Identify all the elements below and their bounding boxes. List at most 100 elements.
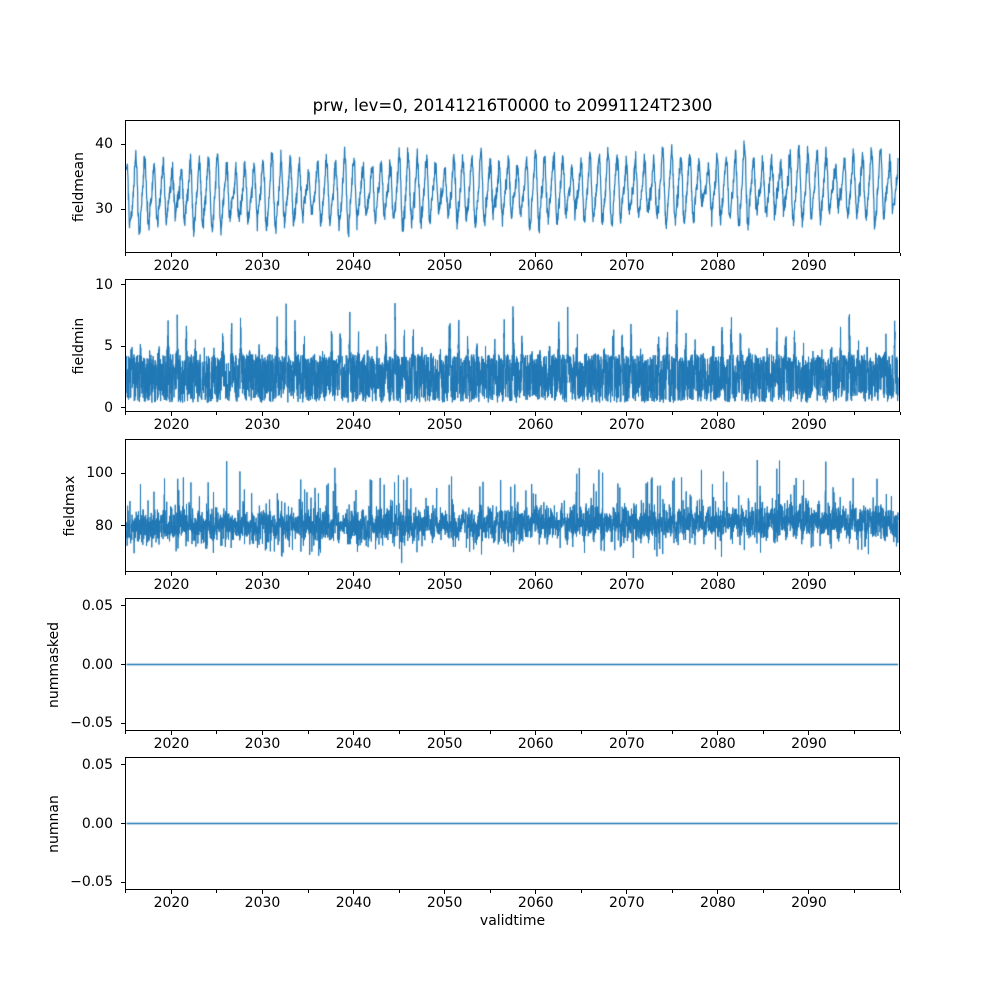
x-major-tick <box>717 412 719 416</box>
x-tick-label: 2060 <box>517 577 554 593</box>
x-minor-tick <box>216 253 218 256</box>
y-tick-label: 0 <box>104 399 113 416</box>
x-minor-tick <box>307 731 309 734</box>
x-tick-label: 2040 <box>335 417 372 433</box>
x-major-tick <box>262 412 263 416</box>
x-minor-tick <box>762 572 764 575</box>
y-tick <box>121 345 125 347</box>
x-major-tick <box>717 890 719 894</box>
fieldmax-line <box>126 440 899 571</box>
x-tick-label: 2030 <box>244 577 281 593</box>
x-major-tick <box>717 572 719 576</box>
x-major-tick <box>262 572 263 576</box>
x-minor-tick <box>899 253 901 256</box>
x-major-tick <box>717 253 719 257</box>
x-minor-tick <box>853 731 855 734</box>
x-major-tick <box>808 572 810 576</box>
x-minor-tick <box>125 412 127 415</box>
x-major-tick <box>626 412 628 416</box>
x-tick-label: 2090 <box>791 417 827 433</box>
x-major-tick <box>353 890 355 894</box>
y-tick <box>121 143 125 145</box>
x-minor-tick <box>853 253 855 256</box>
x-major-tick <box>535 412 537 416</box>
x-minor-tick <box>125 890 127 893</box>
y-tick <box>121 664 125 665</box>
x-minor-tick <box>125 731 127 734</box>
x-major-tick <box>626 253 628 257</box>
axes-nummasked <box>125 598 900 731</box>
x-major-tick <box>444 253 446 257</box>
x-major-tick <box>535 890 537 894</box>
x-tick-label: 2080 <box>700 736 736 752</box>
x-tick-label: 2020 <box>153 736 190 752</box>
x-tick-label: 2080 <box>700 258 736 274</box>
x-tick-label: 2050 <box>426 417 463 433</box>
x-major-tick <box>626 731 628 735</box>
x-tick-label: 2090 <box>791 736 827 752</box>
x-tick-label: 2040 <box>335 258 372 274</box>
x-major-tick <box>626 890 628 894</box>
x-major-tick <box>170 253 172 257</box>
y-tick-label: 5 <box>104 338 113 355</box>
plot-title: prw, lev=0, 20141216T0000 to 20991124T23… <box>312 96 713 115</box>
x-tick-label: 2090 <box>791 577 827 593</box>
x-minor-tick <box>307 572 309 575</box>
x-tick-label: 2070 <box>608 417 645 433</box>
fieldmean-line <box>126 121 899 252</box>
x-tick-label: 2020 <box>153 417 190 433</box>
x-axis-title: validtime <box>479 913 546 929</box>
x-minor-tick <box>398 412 400 415</box>
y-tick-label: 80 <box>95 517 113 534</box>
x-minor-tick <box>899 731 901 734</box>
x-major-tick <box>535 253 537 257</box>
x-major-tick <box>535 731 537 735</box>
fieldmin-line <box>126 280 899 411</box>
y-tick-label: 0.00 <box>81 815 113 832</box>
x-tick-label: 2050 <box>426 577 463 593</box>
x-tick-label: 2040 <box>335 736 372 752</box>
x-major-tick <box>808 412 810 416</box>
y-tick-label: 0.05 <box>81 756 113 773</box>
x-major-tick <box>808 253 810 257</box>
x-minor-tick <box>489 253 491 256</box>
x-tick-label: 2020 <box>153 895 190 911</box>
x-major-tick <box>444 412 446 416</box>
x-tick-label: 2080 <box>700 577 736 593</box>
x-minor-tick <box>853 890 855 893</box>
x-minor-tick <box>489 731 491 734</box>
y-tick-label: 100 <box>86 465 113 482</box>
x-minor-tick <box>762 890 764 893</box>
axes-fieldmin <box>125 279 900 412</box>
x-minor-tick <box>671 890 673 893</box>
x-minor-tick <box>398 572 400 575</box>
y-tick <box>121 722 125 724</box>
x-tick-label: 2080 <box>700 417 736 433</box>
axes-fieldmax <box>125 439 900 572</box>
y-tick <box>121 764 125 766</box>
y-tick <box>121 407 125 409</box>
x-minor-tick <box>853 572 855 575</box>
x-minor-tick <box>580 253 582 256</box>
x-tick-label: 2020 <box>153 577 190 593</box>
x-minor-tick <box>762 253 764 256</box>
y-tick <box>121 823 125 824</box>
x-tick-label: 2030 <box>244 258 281 274</box>
x-tick-label: 2050 <box>426 258 463 274</box>
x-major-tick <box>262 731 263 735</box>
x-tick-label: 2020 <box>153 258 190 274</box>
x-minor-tick <box>671 731 673 734</box>
y-tick <box>121 472 125 474</box>
x-tick-label: 2030 <box>244 417 281 433</box>
x-minor-tick <box>899 890 901 893</box>
x-major-tick <box>444 890 446 894</box>
numnan-line <box>126 758 899 889</box>
x-major-tick <box>353 412 355 416</box>
x-tick-label: 2060 <box>517 736 554 752</box>
x-major-tick <box>444 572 446 576</box>
x-major-tick <box>626 572 628 576</box>
y-tick-label: 0.00 <box>81 656 113 673</box>
x-major-tick <box>353 253 355 257</box>
x-minor-tick <box>489 412 491 415</box>
